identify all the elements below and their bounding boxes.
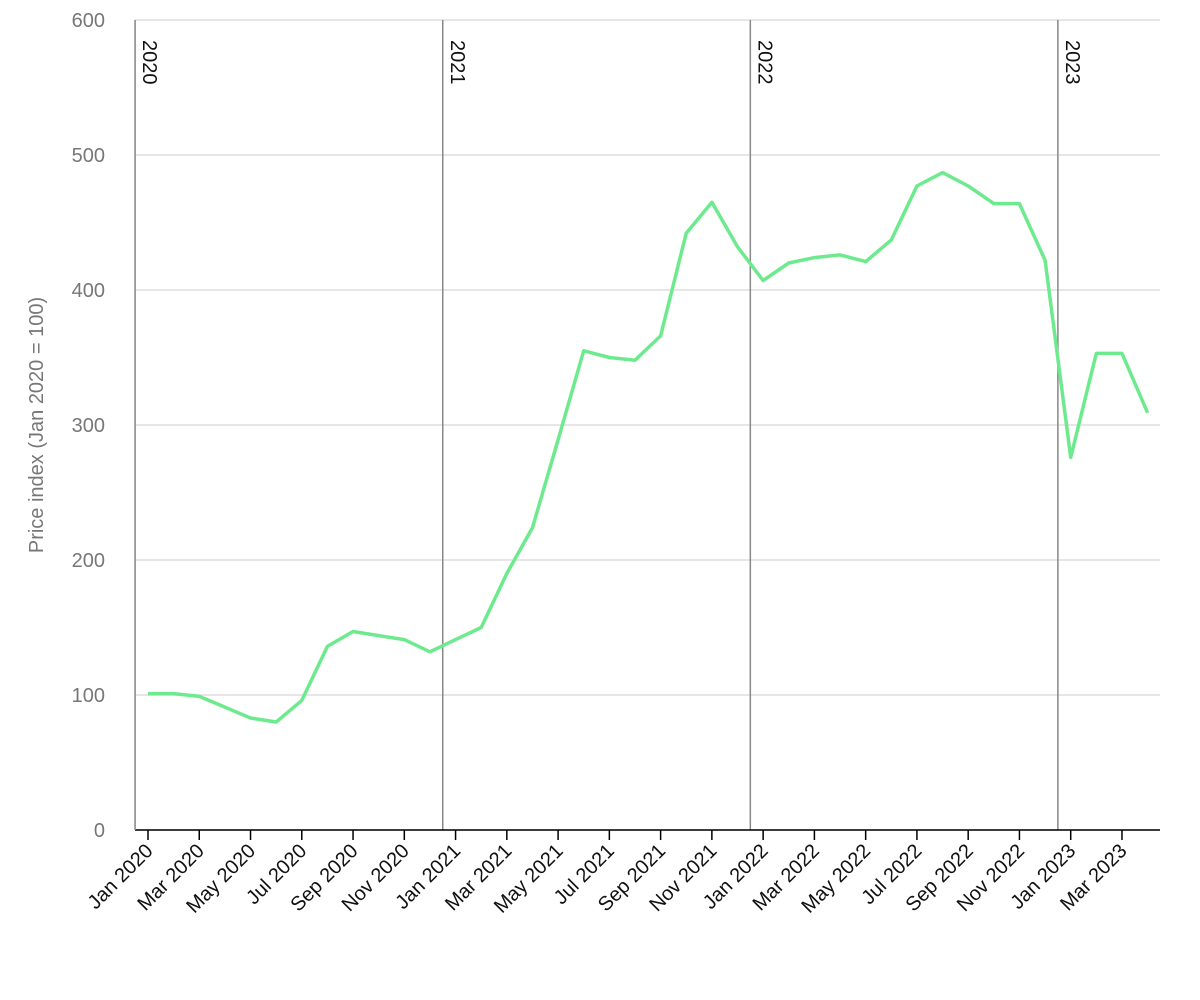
data-line	[148, 170, 1150, 724]
y-tick-label: 300	[72, 415, 105, 437]
year-annotation: 2021	[446, 40, 468, 85]
y-axis-label: Price index (Jan 2020 = 100)	[26, 297, 48, 553]
y-tick-label: 400	[72, 280, 105, 302]
year-annotation: 2022	[753, 40, 775, 85]
y-tick-label: 500	[72, 145, 105, 167]
y-tick-label: 100	[72, 685, 105, 707]
year-annotation: 2020	[138, 40, 160, 85]
y-tick-label: 600	[72, 10, 105, 32]
y-tick-label: 200	[72, 550, 105, 572]
y-tick-label: 0	[94, 820, 105, 842]
year-annotation: 2023	[1061, 40, 1083, 85]
